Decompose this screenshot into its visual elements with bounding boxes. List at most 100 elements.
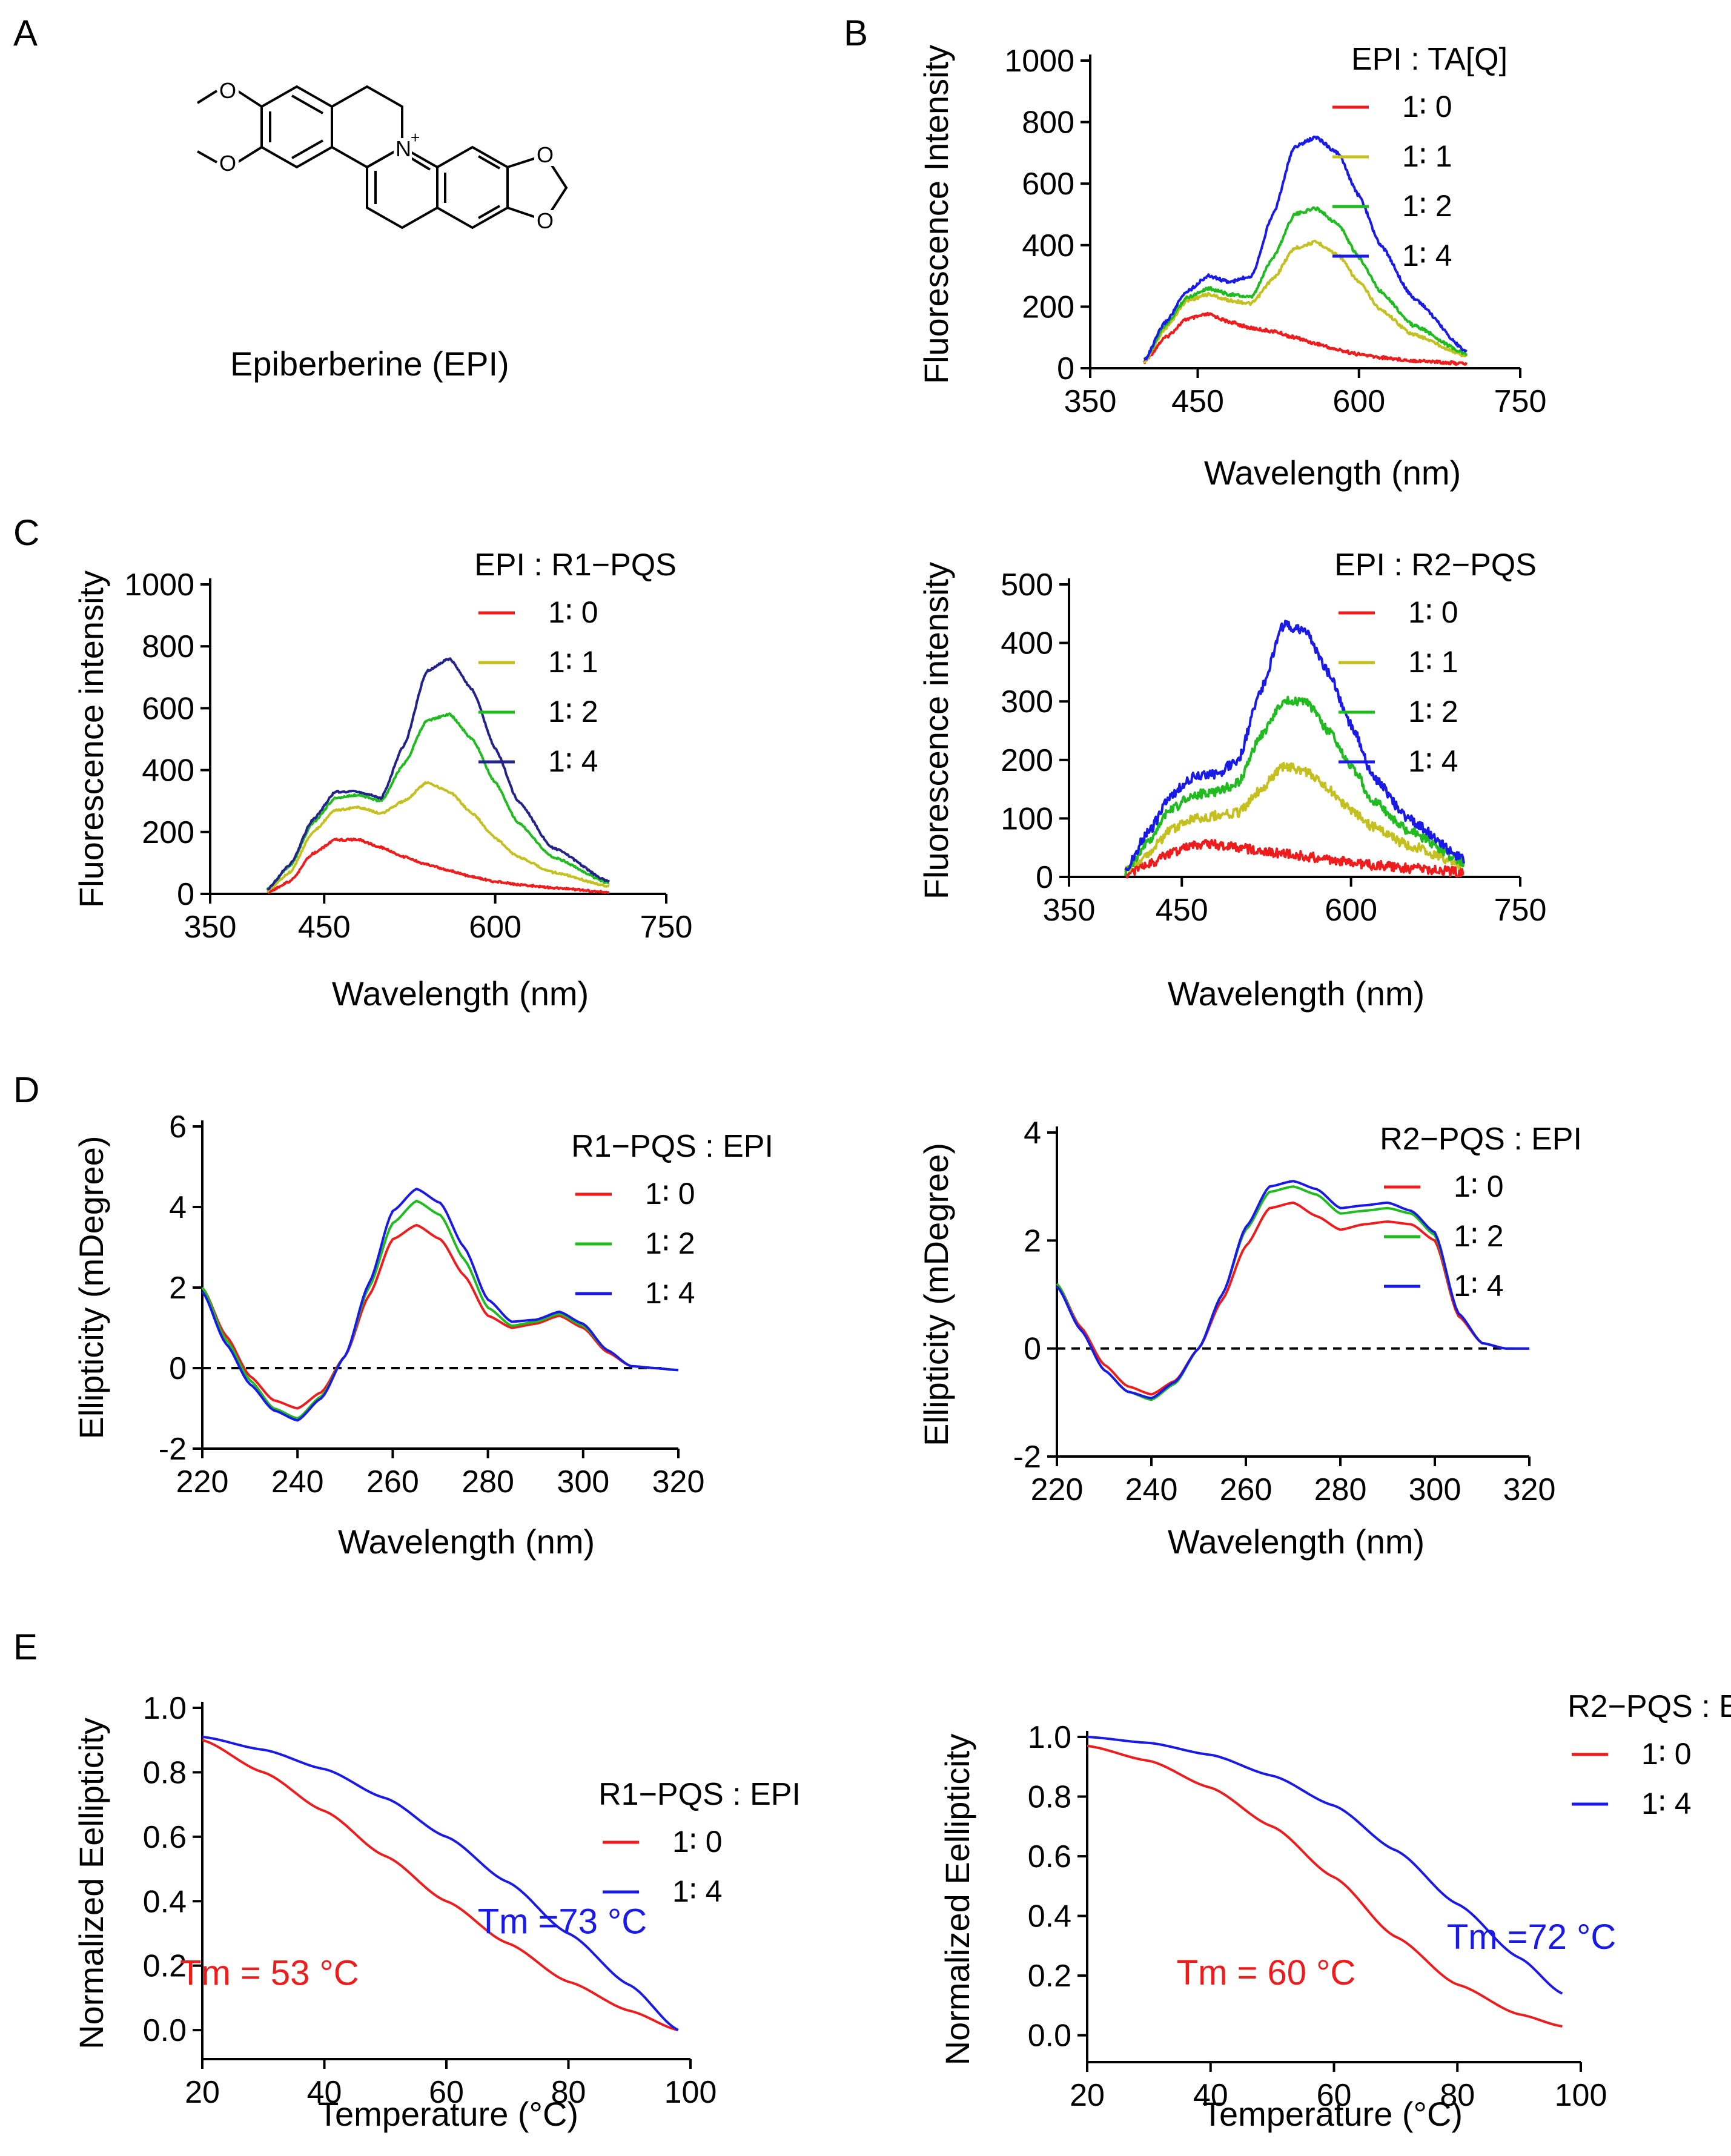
y-tick-label: 800 bbox=[142, 629, 194, 664]
y-tick-label: 4 bbox=[169, 1190, 187, 1225]
legend-item: 1∶ 1 bbox=[1402, 139, 1452, 173]
series-line-2 bbox=[266, 781, 610, 893]
series-line-3 bbox=[1124, 696, 1465, 876]
legend-item: 1∶ 2 bbox=[1408, 695, 1458, 729]
y-axis-label: Fluorescence intensity bbox=[72, 570, 110, 908]
x-axis-label: Wavelength (nm) bbox=[332, 974, 589, 1013]
tm-annotation: Tm = 60 °C bbox=[1177, 1953, 1356, 1992]
series-line-2 bbox=[1143, 239, 1468, 363]
y-tick-label: 0.4 bbox=[1028, 1899, 1071, 1934]
x-tick-label: 450 bbox=[1171, 384, 1224, 419]
x-tick-label: 20 bbox=[1070, 2078, 1105, 2113]
y-tick-label: 0.2 bbox=[1028, 1959, 1071, 1994]
y-tick-label: 300 bbox=[1001, 684, 1053, 719]
x-tick-label: 40 bbox=[1193, 2078, 1228, 2113]
y-tick-label: 200 bbox=[1022, 289, 1074, 325]
y-tick-label: 200 bbox=[1001, 743, 1053, 778]
chart-e2: 0.0 0.2 0.4 0.6 0.8 1.0 20 40 60 80 100 Temperature… bbox=[938, 1689, 1731, 2133]
chart-d2: -2 0 2 4 220 240 260 280 300 320 Wavelength (nm) El… bbox=[917, 1116, 1582, 1561]
chart-e1: 0.0 0.2 0.4 0.6 0.8 1.0 20 40 60 80 100 Temperature… bbox=[72, 1691, 801, 2133]
legend-item: 1∶ 2 bbox=[1402, 189, 1452, 223]
y-tick-label: -2 bbox=[159, 1432, 187, 1467]
x-tick-label: 220 bbox=[1031, 1472, 1084, 1507]
y-tick-label: 0.2 bbox=[143, 1949, 187, 1984]
x-tick-label: 600 bbox=[469, 910, 521, 945]
legend-item: 1∶ 4 bbox=[1408, 744, 1458, 778]
y-tick-label: 1000 bbox=[124, 567, 194, 603]
y-axis-label: Ellipticity (mDegree) bbox=[72, 1136, 110, 1440]
y-tick-label: 400 bbox=[1001, 626, 1053, 661]
x-tick-label: 300 bbox=[1409, 1472, 1461, 1507]
atom-o-2: O bbox=[219, 151, 236, 176]
y-tick-label: 500 bbox=[1001, 567, 1053, 603]
y-axis-label: Normalized Eellipticity bbox=[938, 1734, 976, 2066]
series-line-1 bbox=[266, 838, 610, 894]
x-tick-label: 350 bbox=[184, 910, 237, 945]
legend-item: 1∶ 0 bbox=[645, 1177, 695, 1211]
y-tick-label: 0.4 bbox=[143, 1884, 187, 1919]
y-tick-label: 1000 bbox=[1004, 44, 1074, 79]
x-tick-label: 300 bbox=[557, 1464, 609, 1500]
y-tick-label: 0.0 bbox=[1028, 2019, 1071, 2054]
legend-title: R1−PQS : EPI bbox=[571, 1129, 773, 1164]
y-axis-label: Normalized Eellipticity bbox=[72, 1718, 110, 2049]
tm-annotation: Tm = 53 °C bbox=[180, 1954, 359, 1993]
x-tick-label: 40 bbox=[307, 2075, 342, 2110]
x-tick-label: 60 bbox=[1317, 2078, 1352, 2113]
legend-item: 1∶ 0 bbox=[1641, 1737, 1692, 1771]
atom-o-3: O bbox=[537, 142, 554, 167]
structure-labels: O O N + O O bbox=[218, 78, 555, 233]
y-tick-label: 2 bbox=[1024, 1223, 1041, 1258]
panel-letter-d: D bbox=[13, 1070, 39, 1110]
series-line-1 bbox=[1142, 311, 1468, 366]
y-axis-label: Ellipticity (mDegree) bbox=[917, 1143, 955, 1446]
x-tick-label: 320 bbox=[1503, 1472, 1556, 1507]
x-tick-label: 260 bbox=[366, 1464, 419, 1500]
y-tick-label: 2 bbox=[169, 1271, 187, 1306]
ring-d bbox=[436, 145, 509, 230]
y-tick-label: 200 bbox=[142, 815, 194, 850]
y-tick-label: 400 bbox=[1022, 228, 1074, 263]
y-tick-label: 4 bbox=[1024, 1116, 1041, 1151]
series-line-1 bbox=[201, 1223, 679, 1410]
y-tick-label: 0.6 bbox=[1028, 1839, 1071, 1874]
series-line-3 bbox=[1143, 206, 1468, 360]
series-line-4 bbox=[1144, 135, 1468, 361]
x-tick-label: 280 bbox=[462, 1464, 514, 1500]
x-tick-label: 280 bbox=[1314, 1472, 1367, 1507]
y-tick-label: 0 bbox=[169, 1351, 187, 1386]
chart-c2: 0 100 200 300 400 500 350 450 600 750 Wavelength (… bbox=[917, 547, 1546, 1013]
legend-item: 1∶ 4 bbox=[1641, 1787, 1692, 1820]
chart-c1: 0 200 400 600 800 1000 350 450 600 750 Wavelength … bbox=[72, 547, 692, 1013]
x-tick-label: 350 bbox=[1043, 893, 1096, 928]
panel-letter-b: B bbox=[844, 13, 868, 53]
x-axis-label: Wavelength (nm) bbox=[1168, 974, 1425, 1013]
tm-annotation: Tm =73 °C bbox=[478, 1902, 647, 1941]
legend-item: 1∶ 0 bbox=[1402, 90, 1452, 124]
series-line-4 bbox=[266, 657, 611, 891]
legend-item: 1∶ 1 bbox=[1408, 645, 1458, 679]
y-tick-label: 100 bbox=[1001, 801, 1053, 836]
series-line-1 bbox=[1087, 1744, 1563, 2028]
x-axis-label: Wavelength (nm) bbox=[1204, 454, 1461, 492]
x-tick-label: 80 bbox=[551, 2075, 586, 2110]
series-line-2 bbox=[202, 1735, 679, 2031]
legend-title: R1−PQS : EPI bbox=[598, 1777, 801, 1812]
x-axis-label: Wavelength (nm) bbox=[1168, 1523, 1425, 1561]
legend-title: EPI : R1−PQS bbox=[474, 547, 677, 583]
chart-d1: -2 0 2 4 6 220 240 260 280 300 320 Wavelength (nm) E… bbox=[72, 1109, 773, 1561]
y-tick-label: 0.0 bbox=[143, 2013, 187, 2048]
y-tick-label: 0 bbox=[1024, 1332, 1041, 1367]
x-tick-label: 450 bbox=[1156, 893, 1208, 928]
x-tick-label: 100 bbox=[664, 2075, 717, 2110]
atom-charge: + bbox=[411, 128, 420, 147]
legend-item: 1∶ 4 bbox=[1402, 239, 1452, 273]
legend-title: R2−PQS : EPI bbox=[1567, 1689, 1731, 1724]
legend-title: R2−PQS : EPI bbox=[1380, 1122, 1582, 1157]
legend-title: EPI : R2−PQS bbox=[1334, 547, 1537, 583]
x-tick-label: 600 bbox=[1325, 893, 1377, 928]
atom-o-4: O bbox=[537, 208, 554, 233]
x-tick-label: 350 bbox=[1064, 384, 1117, 419]
legend-item: 1∶ 4 bbox=[548, 744, 598, 778]
